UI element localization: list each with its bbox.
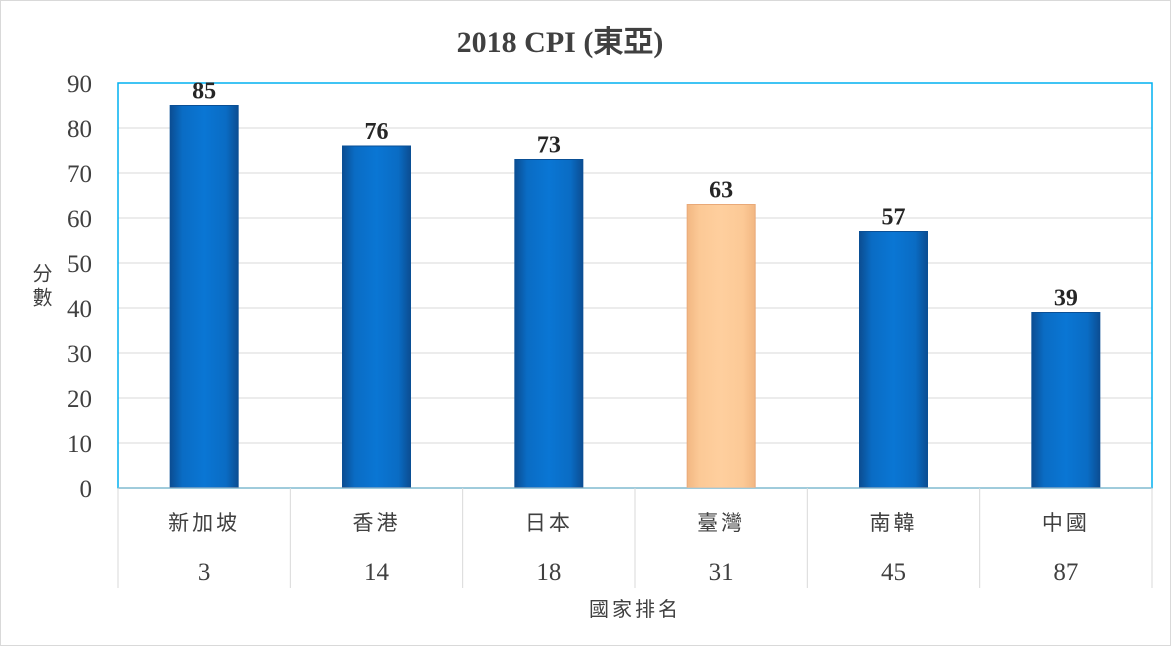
rank-label: 31 xyxy=(709,559,734,586)
rank-label: 87 xyxy=(1053,559,1078,586)
y-tick-label: 90 xyxy=(67,71,92,98)
bar-日本 xyxy=(514,159,584,489)
bar-中國 xyxy=(1031,312,1101,489)
y-tick-label: 20 xyxy=(67,386,92,413)
data-label: 76 xyxy=(365,119,389,145)
category-label: 中國 xyxy=(1042,511,1090,535)
data-label: 63 xyxy=(709,178,733,204)
data-label: 73 xyxy=(537,133,561,159)
rank-label: 45 xyxy=(881,559,906,586)
y-axis-ticks: 0 10 20 30 40 50 60 70 80 90 xyxy=(67,71,92,503)
data-label: 85 xyxy=(192,79,216,105)
y-tick-label: 60 xyxy=(67,206,92,233)
y-tick-label: 80 xyxy=(67,116,92,143)
rank-label: 3 xyxy=(198,559,211,586)
chart-title: 2018 CPI (東亞) xyxy=(457,26,664,59)
category-label: 香港 xyxy=(353,511,401,535)
gridlines xyxy=(118,82,1152,444)
bars xyxy=(169,105,1101,489)
y-tick-label: 50 xyxy=(67,251,92,278)
x-axis-table: 新加坡 3 香港 14 日本 18 臺灣 31 南韓 45 中國 87 xyxy=(117,487,1153,588)
category-label: 南韓 xyxy=(870,511,918,535)
y-tick-label: 30 xyxy=(67,341,92,368)
y-tick-label: 0 xyxy=(80,476,93,503)
data-label: 57 xyxy=(882,205,906,231)
x-axis-label: 國家排名 xyxy=(589,597,681,621)
y-tick-label: 40 xyxy=(67,296,92,323)
plot-area-border xyxy=(117,82,1153,489)
y-axis-label: 分數 xyxy=(29,263,53,311)
bar-臺灣 xyxy=(686,204,756,489)
bar-南韓 xyxy=(859,231,928,489)
category-label: 新加坡 xyxy=(168,511,240,535)
rank-label: 18 xyxy=(536,559,561,586)
y-tick-label: 10 xyxy=(67,431,92,458)
data-label: 39 xyxy=(1054,286,1078,312)
bar-新加坡 xyxy=(169,105,239,489)
category-label: 日本 xyxy=(525,511,573,535)
data-labels: 85 76 73 63 57 39 xyxy=(192,79,1078,312)
y-tick-label: 70 xyxy=(67,161,92,188)
rank-label: 14 xyxy=(364,559,390,586)
bar-香港 xyxy=(342,145,411,489)
category-label: 臺灣 xyxy=(697,511,745,535)
